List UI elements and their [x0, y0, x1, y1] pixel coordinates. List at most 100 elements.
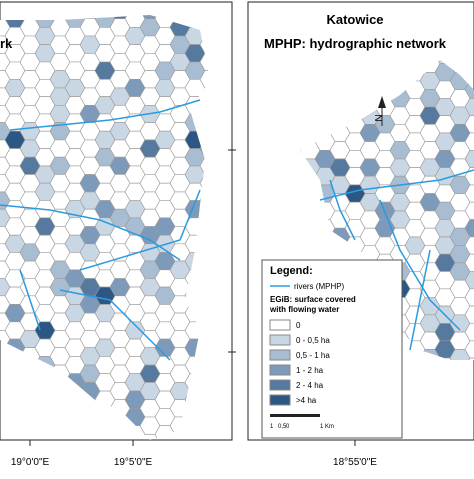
hex-cell [300, 72, 321, 90]
hex-cell [0, 399, 11, 418]
hex-cell [199, 15, 210, 20]
legend-label: rivers (MPHP) [294, 282, 345, 291]
hex-cell [464, 219, 474, 238]
north-arrow: N [374, 96, 386, 126]
map-title: Katowice [326, 12, 383, 27]
hex-cell [464, 357, 474, 360]
hex-cell [19, 382, 41, 401]
hex-cell [199, 295, 210, 314]
hex-cell [4, 390, 26, 409]
hex-cell [49, 15, 71, 20]
hex-cell [329, 72, 351, 90]
hex-cell [34, 373, 56, 392]
hex-cell [49, 399, 71, 418]
hex-cell [199, 330, 210, 349]
hex-cell [434, 357, 456, 360]
hex-cell [169, 15, 191, 20]
hex-cell [199, 434, 210, 440]
hex-cell [184, 286, 206, 305]
hex-cell [300, 219, 306, 238]
hex-cell [199, 70, 210, 89]
hex-cell [300, 115, 306, 134]
hex-cell [0, 416, 11, 435]
hex-cell [4, 356, 26, 375]
hex-cell [199, 382, 210, 401]
legend-swatch [269, 394, 291, 406]
left-frame [0, 1, 233, 441]
hex-cell [329, 106, 351, 125]
hex-cell [464, 253, 474, 272]
scale-bar [270, 414, 320, 417]
hex-cell [300, 227, 321, 246]
hex-cell [19, 15, 41, 20]
hex-cell [329, 60, 351, 73]
hex-cell [464, 288, 474, 307]
hex-cell [374, 80, 396, 99]
legend-subtitle: with flowing water [269, 305, 339, 314]
hex-cell [300, 175, 321, 194]
hex-cell [49, 382, 71, 401]
hex-cell [199, 18, 210, 37]
legend-label: 2 - 4 ha [296, 381, 324, 390]
hex-cell [199, 399, 210, 418]
hex-cell [314, 98, 336, 116]
hex-cell [19, 416, 41, 435]
hex-cell [199, 191, 210, 210]
hex-cell [94, 408, 116, 427]
hex-cell [389, 60, 411, 73]
hex-cell [300, 132, 306, 151]
hex-cell [464, 60, 474, 65]
legend-swatch [269, 379, 291, 391]
hex-cell [300, 184, 306, 203]
north-label: N [374, 114, 385, 121]
hex-cell [464, 201, 474, 220]
rivers [0, 99, 474, 361]
legend-label: 0 [296, 321, 301, 330]
hex-cell [199, 260, 210, 279]
legend-title: Legend: [270, 265, 313, 277]
hex-cell [359, 60, 381, 73]
hex-cell [449, 60, 471, 73]
legend: Legend: rivers (MPHP) EGiB: surface cove… [261, 259, 403, 439]
hex-cell [300, 210, 321, 229]
hex-cell [314, 63, 336, 82]
hex-cell [49, 434, 71, 440]
hex-cell [314, 80, 336, 99]
hex-cell [464, 150, 474, 168]
x-label: 19°5'0"E [114, 457, 153, 468]
hex-cell [359, 89, 381, 108]
hex-cell [0, 364, 11, 383]
x-label: 18°55'0"E [333, 457, 377, 468]
hex-cell [0, 382, 11, 401]
hex-cell [300, 80, 306, 99]
hex-cell [109, 416, 131, 435]
legend-subtitle: EGiB: surface covered [270, 295, 356, 304]
legend-box [261, 259, 403, 439]
hex-cell [464, 323, 474, 342]
hex-cell [199, 243, 210, 262]
hex-cell [169, 434, 191, 440]
hex-cell [184, 408, 206, 427]
hex-cell [464, 184, 474, 203]
hex-cell [464, 63, 474, 82]
legend-label: 1 - 2 ha [296, 366, 324, 375]
hex-cell [79, 15, 101, 20]
hex-cell [464, 132, 474, 151]
hex-cell [314, 236, 336, 255]
legend-label: >4 ha [296, 396, 317, 405]
hex-cell [389, 72, 411, 90]
hex-cell [464, 98, 474, 116]
hex-cell [34, 390, 56, 409]
hex-cell [184, 390, 206, 409]
hex-cell [314, 115, 336, 134]
legend-label: 0 - 0,5 ha [296, 336, 330, 345]
hex-cell [329, 89, 351, 108]
hex-cell [464, 305, 474, 324]
hex-cell [199, 208, 210, 227]
hex-cell [300, 106, 321, 125]
hex-cell [300, 193, 321, 212]
hex-cell [109, 434, 131, 440]
hex-cell [0, 15, 11, 20]
legend-swatch [269, 334, 291, 346]
